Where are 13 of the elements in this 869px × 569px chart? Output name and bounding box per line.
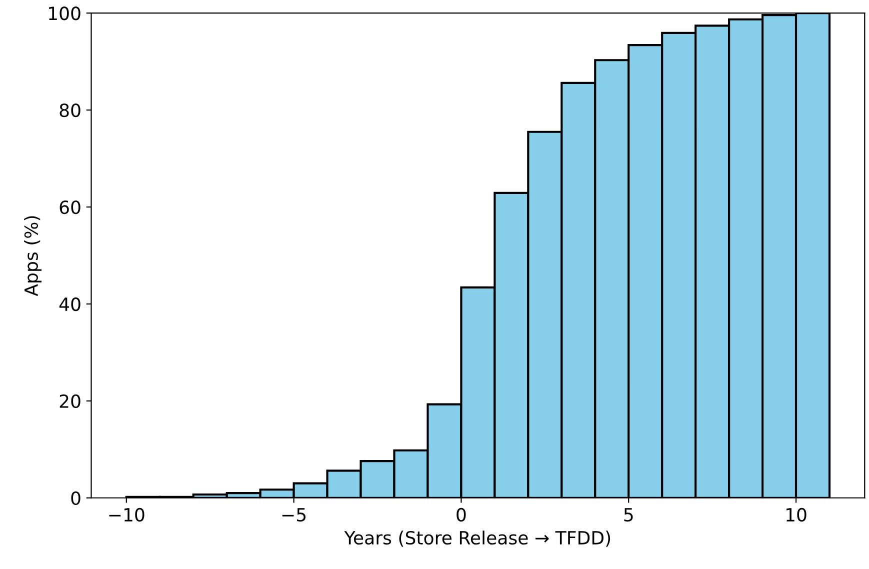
x-tick-label: −5 <box>282 508 306 522</box>
y-tick-label: 0 <box>71 491 80 505</box>
y-tick-label: 20 <box>60 394 80 408</box>
y-axis-title: Apps (%) <box>24 216 42 296</box>
y-tick-label: 60 <box>60 200 80 214</box>
x-tick-label: 5 <box>624 508 633 522</box>
y-tick-label: 100 <box>49 6 80 20</box>
x-axis-title: Years (Store Release → TFDD) <box>344 530 610 547</box>
x-tick-label: −10 <box>109 508 144 522</box>
y-tick-label: 40 <box>59 297 80 312</box>
y-tick-label: 80 <box>60 104 80 118</box>
x-tick-label: 10 <box>786 508 806 522</box>
x-tick-label: 0 <box>456 508 466 522</box>
